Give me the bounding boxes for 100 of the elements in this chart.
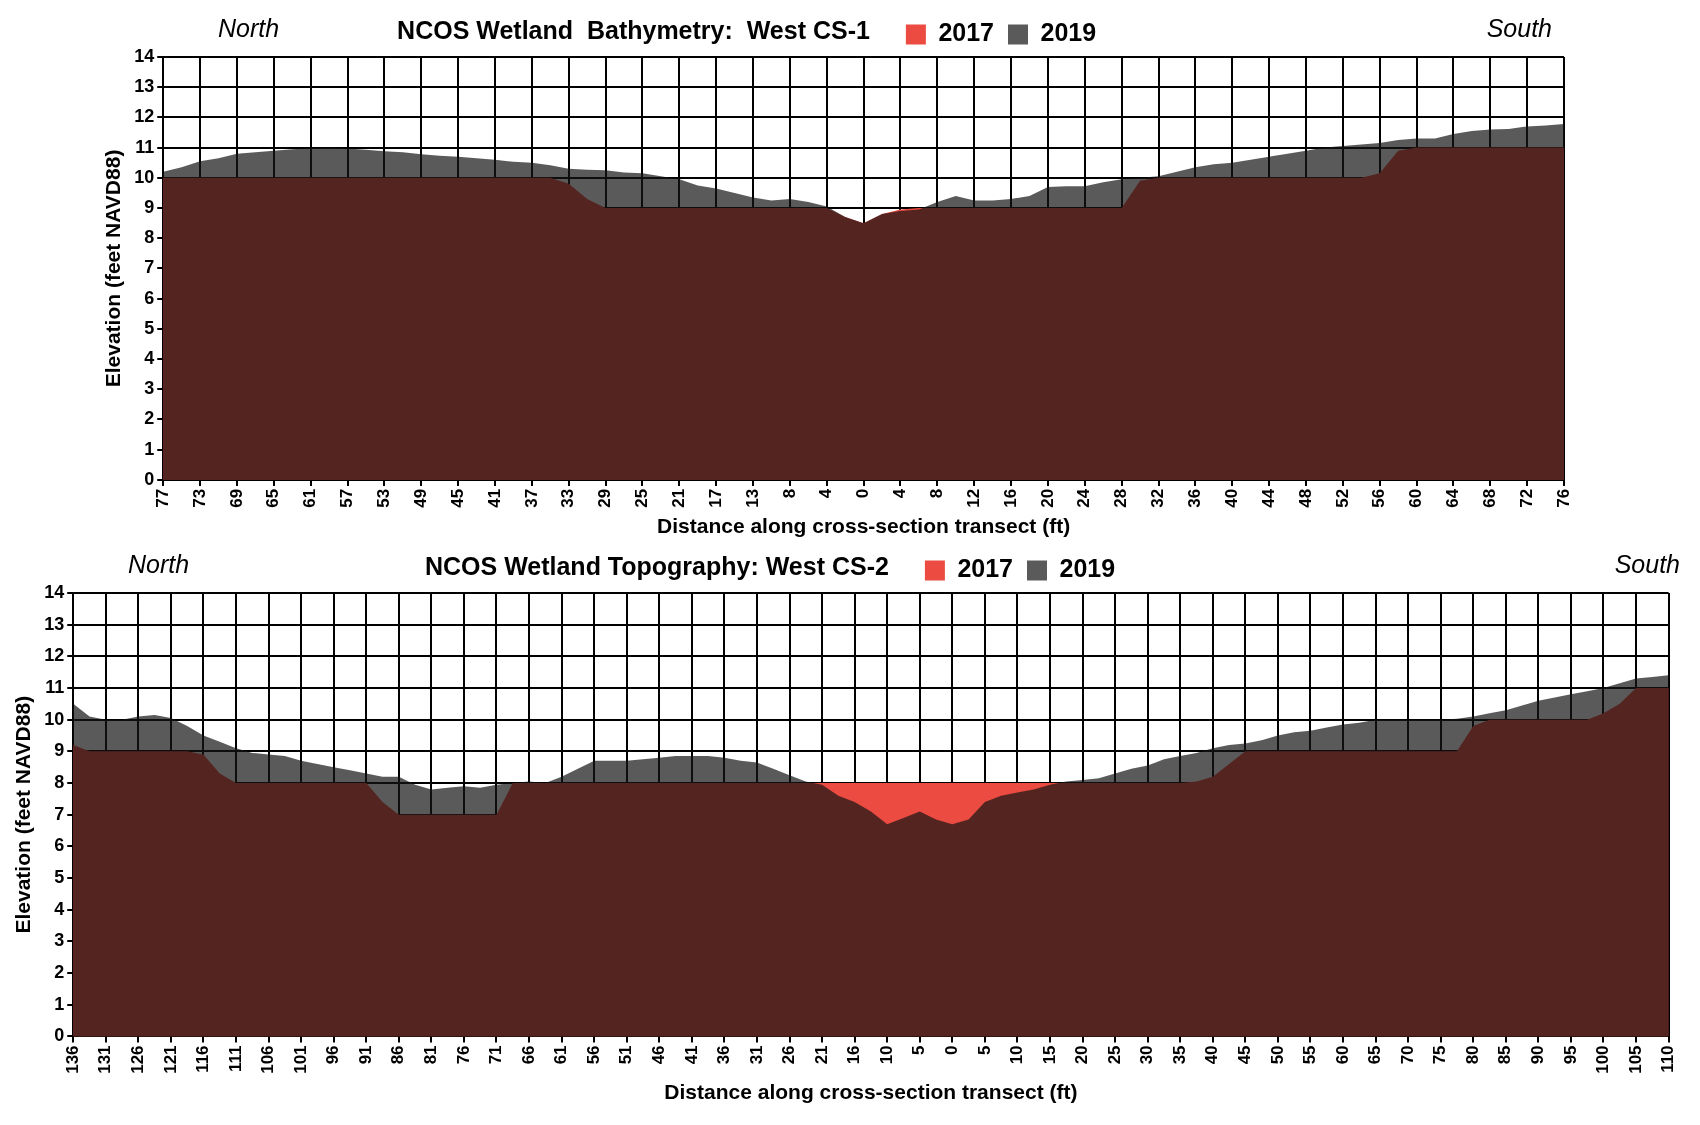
x-tick-label: 20 — [1072, 1045, 1092, 1065]
x-tick-label: 56 — [583, 1045, 603, 1065]
y-tick-label: 13 — [44, 613, 65, 634]
x-tick-label: 49 — [410, 488, 430, 508]
x-axis-title: Distance along cross-section transect (ft) — [664, 1080, 1078, 1104]
x-tick-label: 64 — [1443, 488, 1463, 508]
x-tick-label: 29 — [595, 488, 615, 508]
x-tick-label: 45 — [447, 488, 467, 508]
x-tick-label: 106 — [258, 1045, 278, 1074]
x-tick-label: 86 — [388, 1045, 408, 1065]
x-tick-label: 75 — [1430, 1045, 1450, 1065]
x-tick-label: 20 — [1037, 488, 1057, 508]
x-tick-label: 21 — [811, 1045, 831, 1065]
x-tick-label: 21 — [668, 488, 688, 508]
x-tick-label: 41 — [484, 488, 504, 508]
x-tick-label: 81 — [421, 1045, 441, 1065]
x-tick-label: 0 — [853, 488, 873, 499]
x-tick-label: 80 — [1462, 1045, 1482, 1065]
x-tick-label: 46 — [648, 1045, 668, 1065]
y-tick-label: 14 — [134, 45, 155, 66]
x-tick-label: 61 — [300, 488, 320, 508]
x-tick-label: 91 — [355, 1045, 375, 1065]
x-tick-label: 40 — [1221, 488, 1241, 508]
x-tick-label: 37 — [521, 488, 541, 508]
y-tick-label: 12 — [44, 645, 65, 666]
x-tick-label: 17 — [705, 488, 725, 508]
x-tick-label: 30 — [1137, 1045, 1157, 1065]
y-axis-title: Elevation (feet NAVD88) — [11, 695, 35, 934]
x-tick-label: 136 — [62, 1045, 82, 1074]
text: North — [218, 14, 280, 43]
x-tick-label: 121 — [160, 1045, 180, 1074]
y-tick-label: 4 — [54, 898, 65, 919]
y-tick-label: 2 — [144, 408, 155, 429]
x-tick-label: 52 — [1332, 488, 1352, 508]
x-tick-label: 44 — [1258, 488, 1278, 508]
x-tick-label: 96 — [323, 1045, 343, 1065]
y-tick-label: 14 — [44, 581, 65, 602]
x-tick-label: 126 — [128, 1045, 148, 1074]
x-tick-label: 101 — [290, 1045, 310, 1074]
y-tick-label: 10 — [134, 166, 155, 187]
x-tick-label: 10 — [876, 1045, 896, 1065]
x-tick-label: 57 — [337, 488, 357, 508]
text: South — [1486, 14, 1552, 43]
y-tick-label: 5 — [144, 317, 155, 338]
y-tick-label: 9 — [54, 740, 65, 761]
chart-title: NCOS Wetland Bathymetry: West CS-1 — [397, 16, 870, 45]
x-tick-label: 41 — [681, 1045, 701, 1065]
x-tick-label: 33 — [558, 488, 578, 508]
x-tick-label: 28 — [1111, 488, 1131, 508]
x-tick-label: 16 — [844, 1045, 864, 1065]
y-tick-label: 6 — [54, 835, 65, 856]
x-tick-label: 111 — [225, 1045, 245, 1072]
x-tick-label: 16 — [1000, 488, 1020, 508]
x-tick-label: 60 — [1332, 1045, 1352, 1065]
x-tick-label: 56 — [1369, 488, 1389, 508]
x-tick-label: 40 — [1202, 1045, 1222, 1065]
y-tick-label: 3 — [144, 378, 155, 399]
x-tick-label: 24 — [1074, 488, 1094, 508]
x-tick-label: 36 — [1185, 488, 1205, 508]
x-tick-label: 110 — [1658, 1045, 1678, 1073]
x-tick-label: 35 — [1169, 1045, 1189, 1065]
x-tick-label: 76 — [1553, 488, 1573, 508]
x-tick-label: 15 — [1039, 1045, 1059, 1065]
x-tick-label: 131 — [95, 1045, 115, 1074]
y-tick-label: 8 — [144, 227, 155, 248]
y-tick-label: 11 — [45, 676, 65, 697]
x-tick-label: 5 — [909, 1045, 929, 1055]
x-tick-label: 76 — [453, 1045, 473, 1065]
x-tick-label: 0 — [942, 1045, 961, 1055]
x-tick-label: 31 — [746, 1045, 766, 1065]
y-tick-label: 6 — [144, 287, 155, 308]
x-tick-label: 13 — [742, 488, 762, 508]
x-tick-label: 68 — [1479, 488, 1499, 508]
y-tick-label: 13 — [134, 76, 155, 97]
x-tick-label: 25 — [1104, 1045, 1124, 1065]
x-tick-label: 45 — [1235, 1045, 1255, 1065]
x-tick-label: 8 — [779, 488, 799, 499]
y-tick-label: 3 — [54, 930, 65, 951]
y-tick-label: 11 — [135, 136, 155, 157]
x-tick-label: 32 — [1148, 488, 1168, 508]
legend-label: 2019 — [1059, 554, 1116, 583]
x-tick-label: 116 — [193, 1045, 213, 1073]
y-tick-label: 10 — [44, 708, 65, 729]
legend-label: 2017 — [938, 18, 995, 47]
x-tick-label: 26 — [779, 1045, 799, 1065]
x-tick-label: 10 — [1007, 1045, 1027, 1065]
y-tick-label: 4 — [144, 348, 155, 369]
x-tick-label: 48 — [1295, 488, 1315, 508]
x-axis-title: Distance along cross-section transect (ft) — [657, 514, 1071, 538]
x-tick-label: 71 — [486, 1045, 506, 1065]
y-tick-label: 8 — [54, 772, 65, 793]
x-tick-label: 90 — [1528, 1045, 1548, 1065]
x-tick-label: 4 — [890, 488, 910, 499]
x-tick-label: 65 — [1365, 1045, 1385, 1065]
x-tick-label: 72 — [1516, 488, 1536, 508]
y-tick-label: 12 — [134, 106, 155, 127]
x-tick-label: 25 — [632, 488, 652, 508]
x-tick-label: 50 — [1267, 1045, 1287, 1065]
x-tick-label: 61 — [551, 1045, 571, 1065]
x-tick-label: 77 — [152, 488, 172, 508]
